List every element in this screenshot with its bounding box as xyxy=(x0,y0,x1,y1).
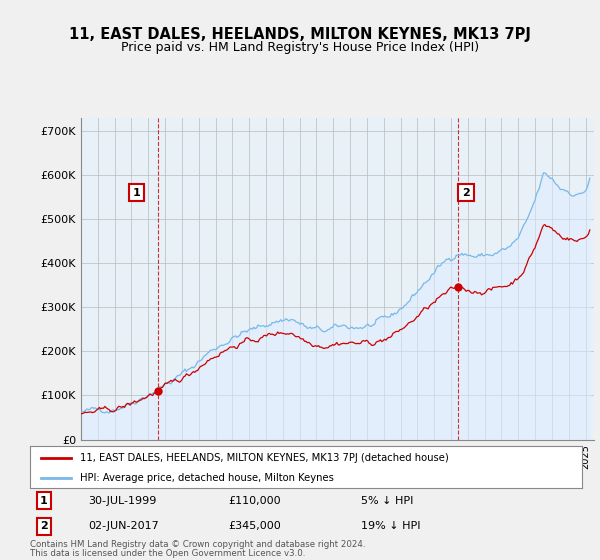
Text: Contains HM Land Registry data © Crown copyright and database right 2024.: Contains HM Land Registry data © Crown c… xyxy=(30,540,365,549)
Text: £345,000: £345,000 xyxy=(229,521,281,531)
Text: 5% ↓ HPI: 5% ↓ HPI xyxy=(361,496,413,506)
Text: 1: 1 xyxy=(40,496,47,506)
Text: 2: 2 xyxy=(40,521,47,531)
Text: Price paid vs. HM Land Registry's House Price Index (HPI): Price paid vs. HM Land Registry's House … xyxy=(121,41,479,54)
Text: 19% ↓ HPI: 19% ↓ HPI xyxy=(361,521,421,531)
Text: 1: 1 xyxy=(133,188,140,198)
Text: 30-JUL-1999: 30-JUL-1999 xyxy=(88,496,157,506)
Text: 11, EAST DALES, HEELANDS, MILTON KEYNES, MK13 7PJ (detached house): 11, EAST DALES, HEELANDS, MILTON KEYNES,… xyxy=(80,452,448,463)
Text: 2: 2 xyxy=(462,188,470,198)
Text: 02-JUN-2017: 02-JUN-2017 xyxy=(88,521,159,531)
Text: £110,000: £110,000 xyxy=(229,496,281,506)
Text: HPI: Average price, detached house, Milton Keynes: HPI: Average price, detached house, Milt… xyxy=(80,473,334,483)
Text: 11, EAST DALES, HEELANDS, MILTON KEYNES, MK13 7PJ: 11, EAST DALES, HEELANDS, MILTON KEYNES,… xyxy=(69,27,531,42)
Text: This data is licensed under the Open Government Licence v3.0.: This data is licensed under the Open Gov… xyxy=(30,549,305,558)
